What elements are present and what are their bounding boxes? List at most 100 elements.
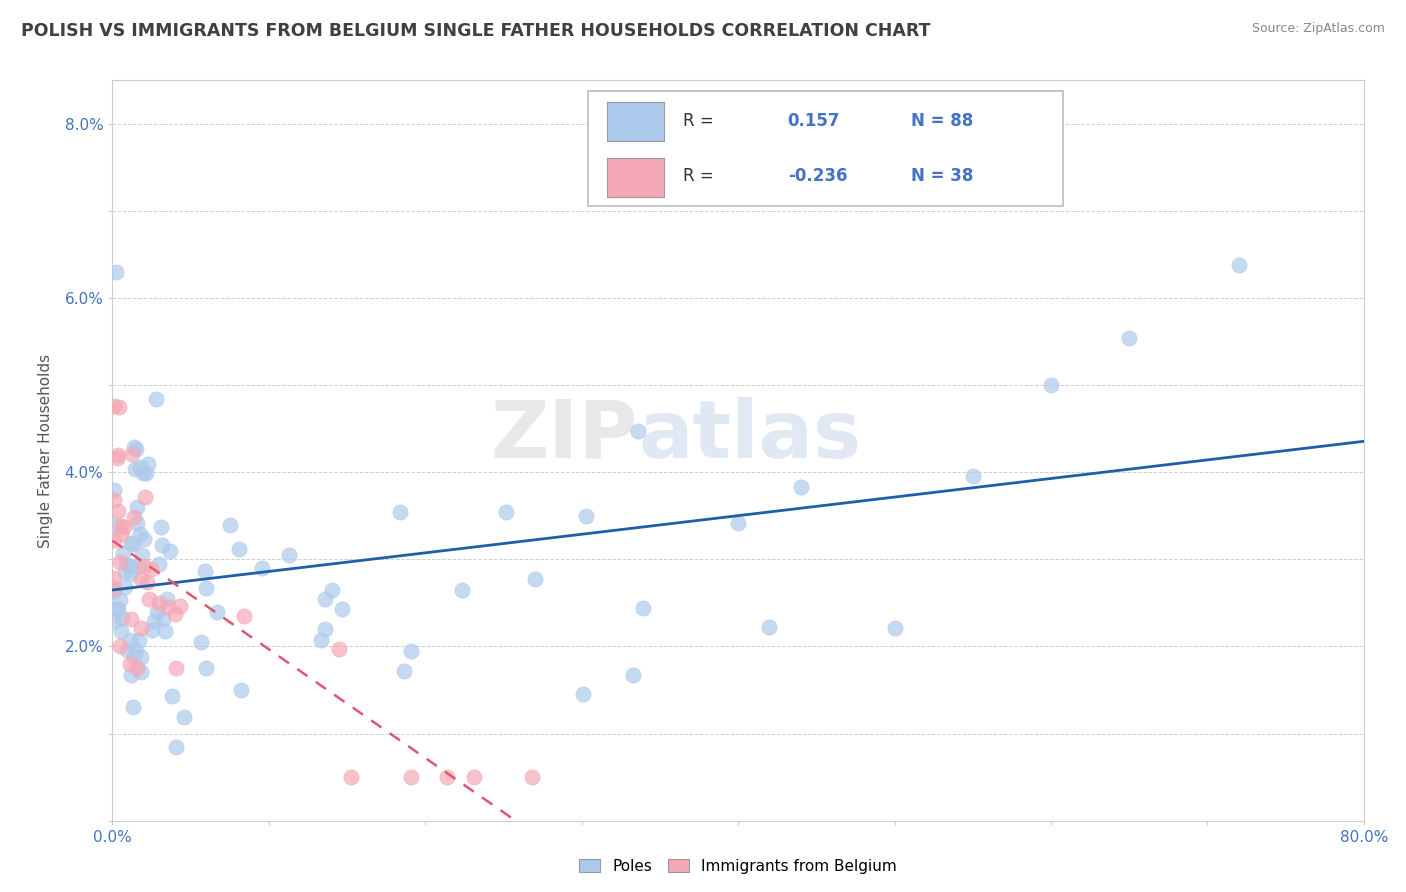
Point <box>114 565 136 579</box>
Point <box>122 440 145 454</box>
Text: atlas: atlas <box>638 397 860 475</box>
Point <box>104 517 127 532</box>
Point <box>278 548 301 562</box>
Point <box>194 565 217 579</box>
Point <box>163 607 186 621</box>
Y-axis label: Single Father Households: Single Father Households <box>38 353 53 548</box>
Point <box>627 424 650 438</box>
Point <box>134 490 156 504</box>
Point <box>145 392 167 406</box>
Point <box>114 558 136 572</box>
Point <box>143 614 166 628</box>
Point <box>495 505 517 519</box>
Legend: Poles, Immigrants from Belgium: Poles, Immigrants from Belgium <box>574 853 903 880</box>
Point <box>572 687 595 701</box>
Point <box>131 665 153 679</box>
Point <box>790 480 813 494</box>
Point <box>135 466 157 480</box>
Text: POLISH VS IMMIGRANTS FROM BELGIUM SINGLE FATHER HOUSEHOLDS CORRELATION CHART: POLISH VS IMMIGRANTS FROM BELGIUM SINGLE… <box>21 22 931 40</box>
Point <box>121 446 143 460</box>
Point <box>149 520 172 534</box>
Point <box>231 682 253 697</box>
Point <box>128 527 150 541</box>
Point <box>127 559 149 574</box>
Point <box>122 537 145 551</box>
Point <box>108 401 131 415</box>
Point <box>218 518 240 533</box>
Point <box>103 533 125 548</box>
Text: Source: ZipAtlas.com: Source: ZipAtlas.com <box>1251 22 1385 36</box>
Point <box>1227 259 1250 273</box>
Point <box>399 644 422 658</box>
Point <box>122 699 145 714</box>
Point <box>125 643 148 657</box>
Point <box>250 561 273 575</box>
Point <box>138 591 160 606</box>
Point <box>132 466 155 480</box>
Point <box>125 442 148 457</box>
Point <box>233 609 256 624</box>
Point <box>314 591 336 606</box>
Point <box>107 504 129 518</box>
Point <box>621 668 644 682</box>
Point <box>522 770 544 784</box>
Point <box>1039 378 1063 392</box>
Point <box>124 461 146 475</box>
Point <box>120 612 142 626</box>
Point <box>125 661 148 675</box>
Point <box>631 601 654 615</box>
Point <box>152 612 174 626</box>
Point <box>309 632 332 647</box>
Point <box>120 558 142 573</box>
Point <box>195 582 218 596</box>
Point <box>205 605 228 619</box>
Point <box>122 648 145 663</box>
Point <box>165 661 187 675</box>
Point <box>228 542 250 557</box>
Point <box>169 599 191 613</box>
Point <box>141 562 163 576</box>
Point <box>104 265 127 279</box>
Point <box>463 770 485 784</box>
Point <box>103 493 125 508</box>
Point <box>111 611 134 625</box>
Point <box>115 643 138 657</box>
Point <box>314 623 336 637</box>
Point <box>146 605 169 619</box>
Point <box>110 527 132 541</box>
Point <box>173 709 195 723</box>
Point <box>122 510 145 524</box>
Point <box>110 519 132 533</box>
Point <box>103 483 125 497</box>
Point <box>138 457 160 471</box>
Point <box>148 557 170 571</box>
Point <box>129 621 152 635</box>
Point <box>195 660 218 674</box>
Point <box>127 516 149 530</box>
Point <box>328 642 350 657</box>
Point <box>131 649 153 664</box>
Point <box>120 566 142 581</box>
Point <box>190 635 212 649</box>
Point <box>132 532 155 546</box>
Point <box>111 546 134 560</box>
Point <box>105 451 128 466</box>
Point <box>114 580 136 594</box>
Point <box>159 544 181 558</box>
Point <box>103 581 125 595</box>
Point <box>129 572 152 586</box>
Point <box>103 584 125 599</box>
Point <box>110 639 132 653</box>
Point <box>110 624 132 639</box>
Point <box>104 614 127 628</box>
Point <box>388 505 411 519</box>
Point <box>110 592 132 607</box>
Point <box>108 555 131 569</box>
Point <box>103 571 125 585</box>
Point <box>399 770 422 784</box>
Point <box>120 668 142 682</box>
Point <box>125 500 148 514</box>
Point <box>1118 331 1140 345</box>
Point <box>962 469 984 483</box>
Point <box>340 770 363 784</box>
